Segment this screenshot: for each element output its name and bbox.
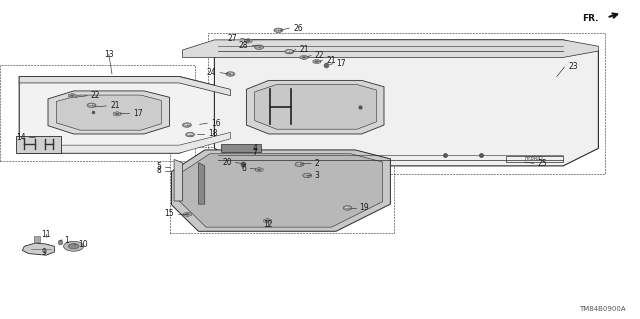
- Circle shape: [228, 73, 233, 75]
- Circle shape: [276, 29, 281, 32]
- Circle shape: [345, 207, 350, 209]
- Circle shape: [188, 133, 193, 136]
- Polygon shape: [246, 80, 384, 134]
- Circle shape: [255, 45, 264, 49]
- Text: 28: 28: [239, 41, 248, 50]
- Text: 17: 17: [133, 109, 143, 118]
- Text: 22: 22: [91, 91, 100, 100]
- Text: 5: 5: [156, 162, 161, 171]
- Circle shape: [265, 219, 270, 222]
- Text: 14: 14: [16, 133, 26, 142]
- Circle shape: [303, 173, 312, 178]
- Circle shape: [305, 174, 310, 177]
- Text: 19: 19: [360, 204, 369, 212]
- Polygon shape: [48, 91, 170, 134]
- Polygon shape: [19, 77, 230, 96]
- Polygon shape: [19, 132, 230, 153]
- Circle shape: [186, 132, 195, 137]
- Text: 26: 26: [293, 24, 303, 33]
- Text: 3: 3: [315, 171, 320, 180]
- Text: 2: 2: [315, 159, 319, 168]
- Text: HYBRID: HYBRID: [525, 156, 544, 161]
- Circle shape: [226, 72, 235, 76]
- Polygon shape: [198, 163, 205, 204]
- Circle shape: [87, 103, 96, 108]
- Text: 21: 21: [300, 45, 309, 54]
- Circle shape: [287, 50, 292, 53]
- Polygon shape: [68, 93, 76, 98]
- Polygon shape: [300, 55, 308, 60]
- Polygon shape: [182, 40, 598, 57]
- Text: 21: 21: [326, 56, 336, 65]
- Text: 27: 27: [227, 34, 237, 43]
- Polygon shape: [184, 212, 191, 217]
- Polygon shape: [221, 144, 261, 152]
- Text: 18: 18: [208, 130, 218, 138]
- Text: 21: 21: [110, 101, 120, 110]
- Circle shape: [257, 46, 262, 48]
- Text: 12: 12: [263, 220, 272, 229]
- Text: 4: 4: [252, 144, 257, 153]
- Text: 16: 16: [211, 119, 221, 128]
- Text: 6: 6: [241, 164, 246, 173]
- Text: 8: 8: [157, 166, 161, 175]
- Circle shape: [295, 162, 304, 167]
- Polygon shape: [22, 243, 54, 255]
- Text: 20: 20: [222, 158, 232, 167]
- Polygon shape: [179, 154, 383, 227]
- Circle shape: [343, 206, 352, 210]
- Text: 11: 11: [42, 230, 51, 239]
- Polygon shape: [264, 219, 271, 223]
- Polygon shape: [113, 112, 121, 116]
- Polygon shape: [56, 95, 161, 130]
- Circle shape: [285, 49, 294, 54]
- Bar: [506, 156, 563, 162]
- Circle shape: [68, 244, 79, 249]
- Text: 25: 25: [538, 159, 547, 168]
- Polygon shape: [244, 39, 252, 43]
- Circle shape: [302, 56, 307, 59]
- Circle shape: [63, 241, 84, 251]
- Circle shape: [314, 61, 319, 63]
- Circle shape: [246, 40, 251, 42]
- Circle shape: [297, 163, 302, 166]
- Polygon shape: [313, 59, 321, 64]
- Polygon shape: [16, 136, 61, 153]
- Polygon shape: [19, 77, 230, 153]
- Text: 24: 24: [207, 68, 216, 77]
- Text: 13: 13: [104, 50, 114, 59]
- Circle shape: [257, 168, 262, 171]
- Polygon shape: [172, 150, 390, 231]
- Circle shape: [274, 28, 283, 33]
- Text: 1: 1: [64, 236, 68, 245]
- Circle shape: [70, 94, 74, 97]
- Text: 22: 22: [315, 51, 324, 60]
- Text: 17: 17: [337, 59, 346, 68]
- Text: 15: 15: [164, 209, 174, 218]
- Circle shape: [182, 123, 191, 127]
- Text: 7: 7: [252, 148, 257, 157]
- Circle shape: [186, 213, 189, 216]
- Text: 9: 9: [41, 248, 46, 257]
- Polygon shape: [214, 40, 598, 166]
- Text: 10: 10: [78, 241, 88, 249]
- Text: 23: 23: [568, 63, 578, 71]
- Polygon shape: [255, 85, 376, 129]
- Circle shape: [115, 113, 120, 115]
- Circle shape: [89, 104, 94, 107]
- Text: FR.: FR.: [582, 14, 598, 23]
- Polygon shape: [174, 160, 182, 201]
- Circle shape: [184, 124, 189, 126]
- Text: TM84B0900A: TM84B0900A: [579, 306, 626, 312]
- Polygon shape: [255, 167, 263, 172]
